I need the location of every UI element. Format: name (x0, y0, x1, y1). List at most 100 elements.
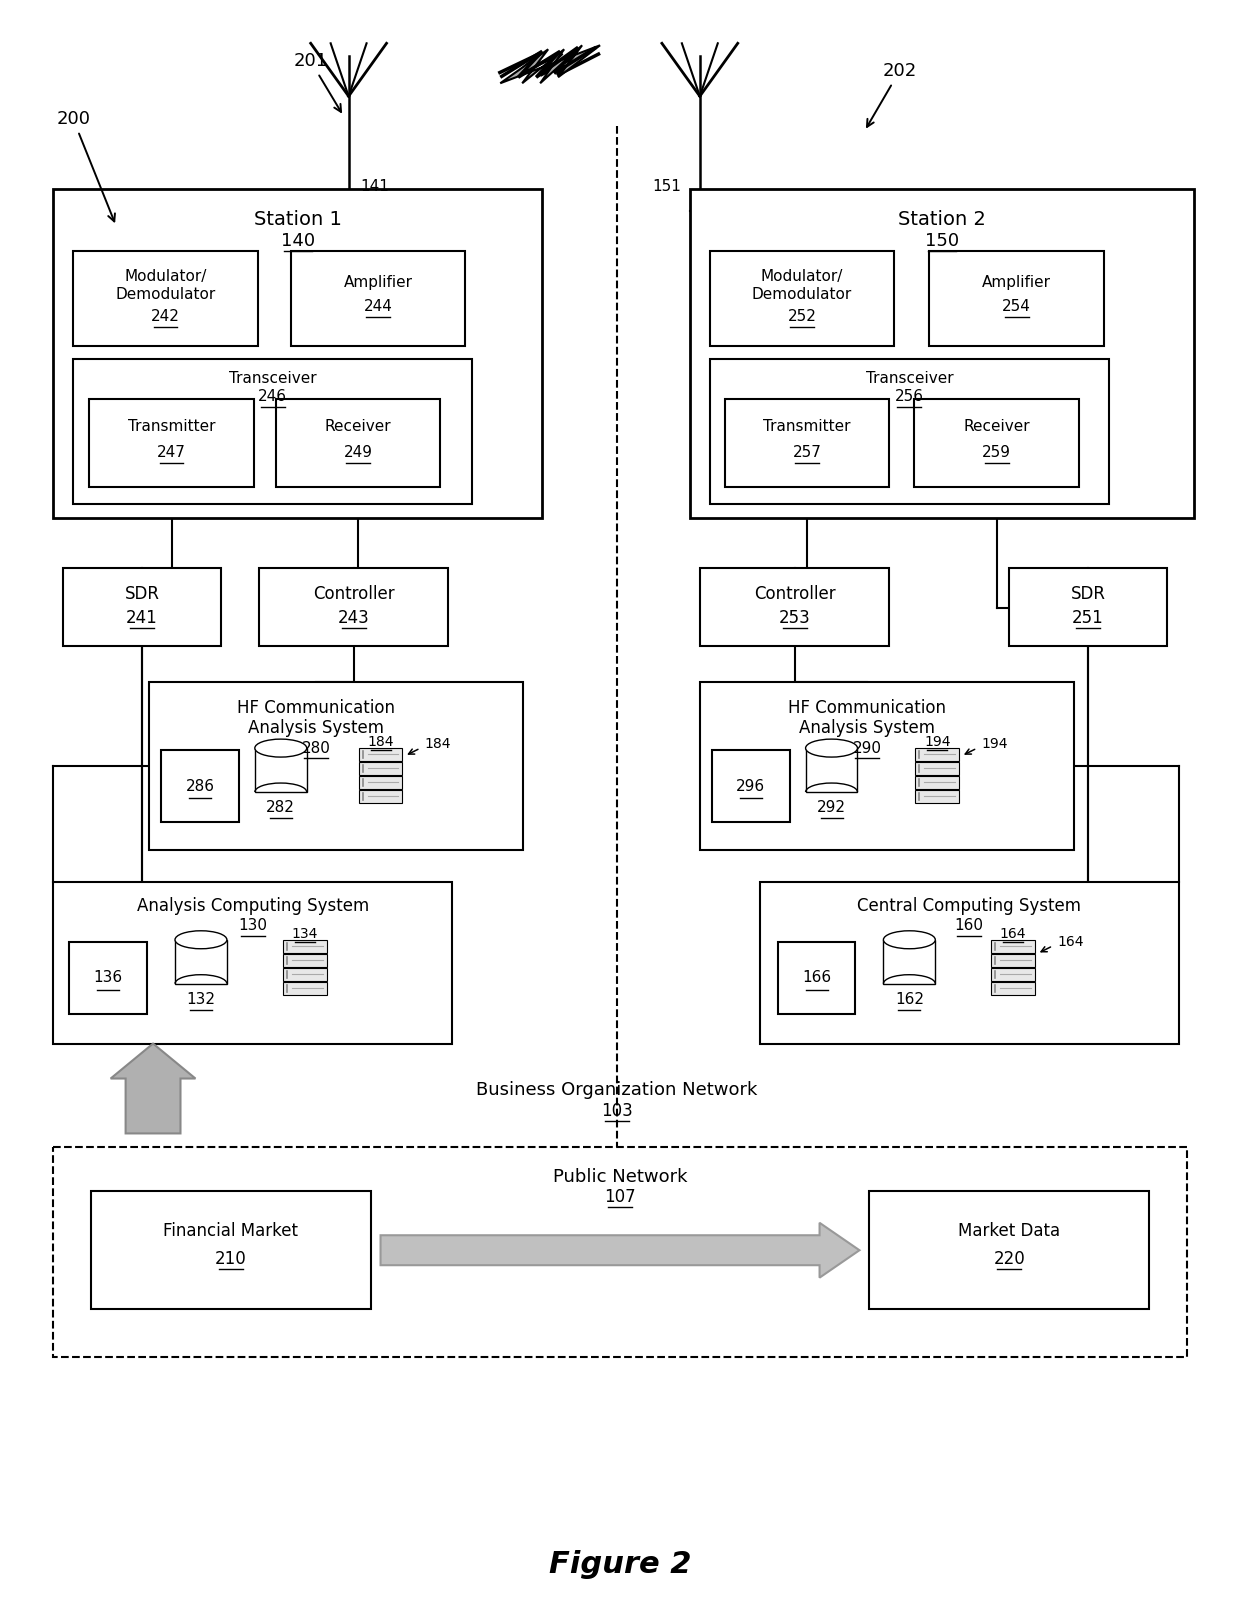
Bar (709, 251, 894, 346)
Bar (991, 967, 1035, 981)
Text: 282: 282 (267, 801, 295, 816)
Text: 132: 132 (186, 993, 216, 1007)
Text: 246: 246 (258, 389, 288, 404)
Ellipse shape (806, 739, 858, 758)
Bar (806, 748, 858, 792)
Bar (73, 251, 258, 346)
Text: Station 1: Station 1 (254, 209, 342, 228)
Text: 241: 241 (126, 610, 157, 628)
Text: 252: 252 (787, 309, 816, 325)
Text: Market Data: Market Data (959, 1223, 1060, 1241)
Text: 136: 136 (93, 970, 123, 985)
Ellipse shape (883, 930, 935, 949)
Text: SDR: SDR (124, 586, 160, 603)
Text: 200: 200 (56, 109, 115, 222)
Text: Analysis System: Analysis System (799, 719, 935, 737)
Polygon shape (500, 45, 600, 84)
Text: Controller: Controller (312, 586, 394, 603)
Ellipse shape (175, 930, 227, 949)
Text: Controller: Controller (754, 586, 836, 603)
Bar (69, 941, 148, 1014)
Text: 257: 257 (792, 446, 822, 460)
Text: 210: 210 (215, 1250, 247, 1268)
Bar (991, 940, 1035, 953)
Bar (53, 1147, 1187, 1356)
Text: Demodulator: Demodulator (115, 288, 216, 302)
Text: 103: 103 (601, 1102, 632, 1120)
Text: 141: 141 (361, 179, 389, 193)
Bar (915, 776, 960, 788)
Text: 249: 249 (343, 446, 372, 460)
Bar (53, 882, 453, 1044)
Bar (883, 940, 935, 983)
Bar (358, 790, 403, 803)
Bar (89, 399, 254, 486)
Text: 134: 134 (291, 927, 317, 941)
Text: 290: 290 (852, 740, 882, 756)
Bar (175, 940, 227, 983)
Text: Figure 2: Figure 2 (549, 1549, 691, 1578)
Text: 242: 242 (151, 309, 180, 325)
Text: 254: 254 (1002, 299, 1030, 314)
Text: 151: 151 (652, 179, 681, 193)
Bar (358, 776, 403, 788)
Text: Amplifier: Amplifier (343, 275, 413, 290)
Text: Financial Market: Financial Market (164, 1223, 299, 1241)
Text: 194: 194 (924, 735, 951, 750)
Bar (283, 967, 326, 981)
Text: Central Computing System: Central Computing System (857, 896, 1081, 916)
Bar (991, 954, 1035, 967)
Bar (358, 748, 403, 761)
Bar (63, 568, 221, 647)
Text: Transceiver: Transceiver (229, 372, 316, 386)
Text: 253: 253 (779, 610, 811, 628)
Bar (358, 763, 403, 776)
Bar (760, 882, 1179, 1044)
Text: 244: 244 (363, 299, 393, 314)
Text: 256: 256 (895, 389, 924, 404)
Text: 286: 286 (186, 779, 215, 793)
Bar (73, 359, 472, 504)
Text: 184: 184 (367, 735, 394, 750)
Bar (712, 750, 790, 822)
Bar (259, 568, 449, 647)
Text: Demodulator: Demodulator (751, 288, 852, 302)
Text: Amplifier: Amplifier (982, 275, 1052, 290)
Text: 162: 162 (895, 993, 924, 1007)
Bar (929, 251, 1104, 346)
Bar (709, 359, 1109, 504)
Text: 166: 166 (802, 970, 831, 985)
Text: 202: 202 (867, 63, 916, 127)
Bar (991, 981, 1035, 994)
Text: Receiver: Receiver (963, 420, 1030, 434)
Text: 243: 243 (337, 610, 370, 628)
Text: Transmitter: Transmitter (764, 420, 851, 434)
Text: 296: 296 (737, 779, 765, 793)
Text: 251: 251 (1073, 610, 1104, 628)
Bar (275, 399, 440, 486)
Bar (92, 1191, 371, 1310)
Bar (161, 750, 239, 822)
FancyArrow shape (381, 1223, 859, 1278)
Text: Transceiver: Transceiver (866, 372, 954, 386)
Bar (699, 568, 889, 647)
Bar (914, 399, 1079, 486)
Bar (1009, 568, 1167, 647)
Bar (915, 748, 960, 761)
Bar (777, 941, 856, 1014)
Text: 160: 160 (955, 919, 983, 933)
Text: 194: 194 (981, 737, 1008, 751)
Bar (915, 763, 960, 776)
Ellipse shape (254, 739, 306, 758)
Bar (724, 399, 889, 486)
Text: 247: 247 (157, 446, 186, 460)
Text: Modulator/: Modulator/ (124, 269, 207, 285)
Text: 164: 164 (999, 927, 1027, 941)
Text: Receiver: Receiver (325, 420, 392, 434)
Text: 107: 107 (604, 1189, 636, 1207)
Text: 259: 259 (982, 446, 1011, 460)
Text: 150: 150 (925, 232, 959, 249)
Text: Business Organization Network: Business Organization Network (476, 1081, 758, 1099)
Bar (290, 251, 465, 346)
Bar (699, 682, 1074, 850)
